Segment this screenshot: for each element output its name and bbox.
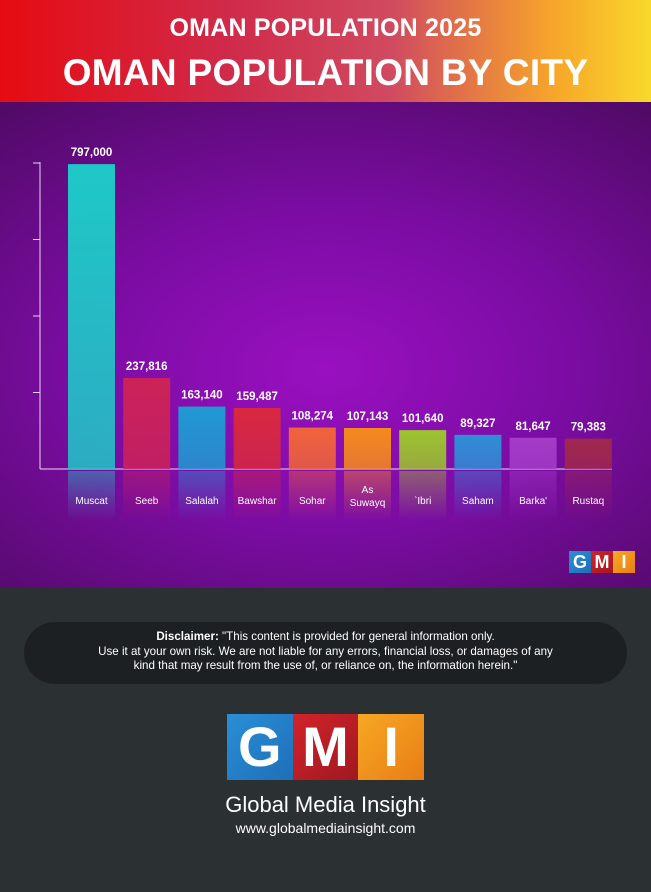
category-label-0: Muscat <box>75 496 107 507</box>
category-label-9: Rustaq <box>572 496 604 507</box>
bar-reflection-6 <box>399 471 447 521</box>
bar-8 <box>509 437 557 469</box>
bar-reflection-4 <box>288 471 336 521</box>
bar-5 <box>344 428 391 469</box>
bar-reflection-0 <box>68 471 115 521</box>
value-label-7: 89,327 <box>460 418 495 430</box>
page-title: OMAN POPULATION BY CITY <box>62 52 589 93</box>
bar-9 <box>564 438 612 469</box>
category-label-4: Sohar <box>299 496 326 507</box>
value-label-8: 81,647 <box>516 421 551 433</box>
bar-7 <box>454 434 502 469</box>
bar-reflection-9 <box>564 471 612 521</box>
brand-url[interactable]: www.globalmediainsight.com <box>235 820 416 836</box>
value-label-1: 237,816 <box>126 361 168 373</box>
logo-letter-g: G <box>569 551 591 573</box>
gmi-watermark-logo: G M I <box>569 551 635 573</box>
value-label-0: 797,000 <box>71 147 113 159</box>
page-subtitle: OMAN POPULATION 2025 <box>169 14 482 42</box>
bar-reflection-1 <box>123 471 171 521</box>
header-banner: OMAN POPULATION 2025 OMAN POPULATION BY … <box>0 0 651 102</box>
disclaimer-label: Disclaimer: <box>156 630 219 643</box>
category-label-1: Seeb <box>135 496 159 507</box>
category-label-3: Bawshar <box>238 496 278 507</box>
category-label-8: Barka' <box>519 496 547 507</box>
value-label-9: 79,383 <box>571 422 606 434</box>
disclaimer-line-1: "This content is provided for general in… <box>218 630 495 643</box>
category-label-5-b: Suwayq <box>350 498 386 509</box>
value-label-3: 159,487 <box>236 391 278 403</box>
logo-letter-m: M <box>591 551 613 573</box>
disclaimer-line-3: kind that may result from the use of, or… <box>133 659 518 672</box>
bar-reflection-2 <box>178 471 226 521</box>
bar-reflection-3 <box>233 471 281 521</box>
bar-0 <box>68 164 115 469</box>
category-label-2: Salalah <box>185 496 218 507</box>
logo-letter-g: G <box>227 714 293 780</box>
bar-1 <box>123 378 171 469</box>
category-label-6: `Ibri <box>414 495 431 507</box>
logo-letter-i: I <box>613 551 635 573</box>
bar-reflection-5 <box>344 471 391 521</box>
bar-4 <box>288 427 336 469</box>
bar-reflection-8 <box>509 471 557 521</box>
category-label-7: Saham <box>462 496 494 507</box>
footer: Disclaimer: "This content is provided fo… <box>0 588 651 892</box>
disclaimer-box: Disclaimer: "This content is provided fo… <box>24 622 627 684</box>
disclaimer-line-2: Use it at your own risk. We are not liab… <box>98 644 553 658</box>
value-label-5: 107,143 <box>347 411 389 423</box>
logo-letter-m: M <box>292 714 359 780</box>
gmi-logo: G M I <box>227 714 424 780</box>
bar-reflection-7 <box>454 471 502 521</box>
chart-panel: 797,000 Muscat 237,816 Seeb 163,140 Salalah 15… <box>0 102 651 588</box>
value-label-6: 101,640 <box>402 413 444 425</box>
logo-letter-i: I <box>358 714 424 780</box>
bar-6 <box>399 430 447 469</box>
bar-2 <box>178 406 226 469</box>
bar-chart: 797,000 Muscat 237,816 Seeb 163,140 Salalah 15… <box>33 147 612 521</box>
category-label-5-a: As <box>362 485 374 496</box>
value-label-2: 163,140 <box>181 390 223 402</box>
bar-3 <box>233 407 281 469</box>
value-label-4: 108,274 <box>292 411 334 423</box>
brand-name: Global Media Insight <box>225 792 426 817</box>
